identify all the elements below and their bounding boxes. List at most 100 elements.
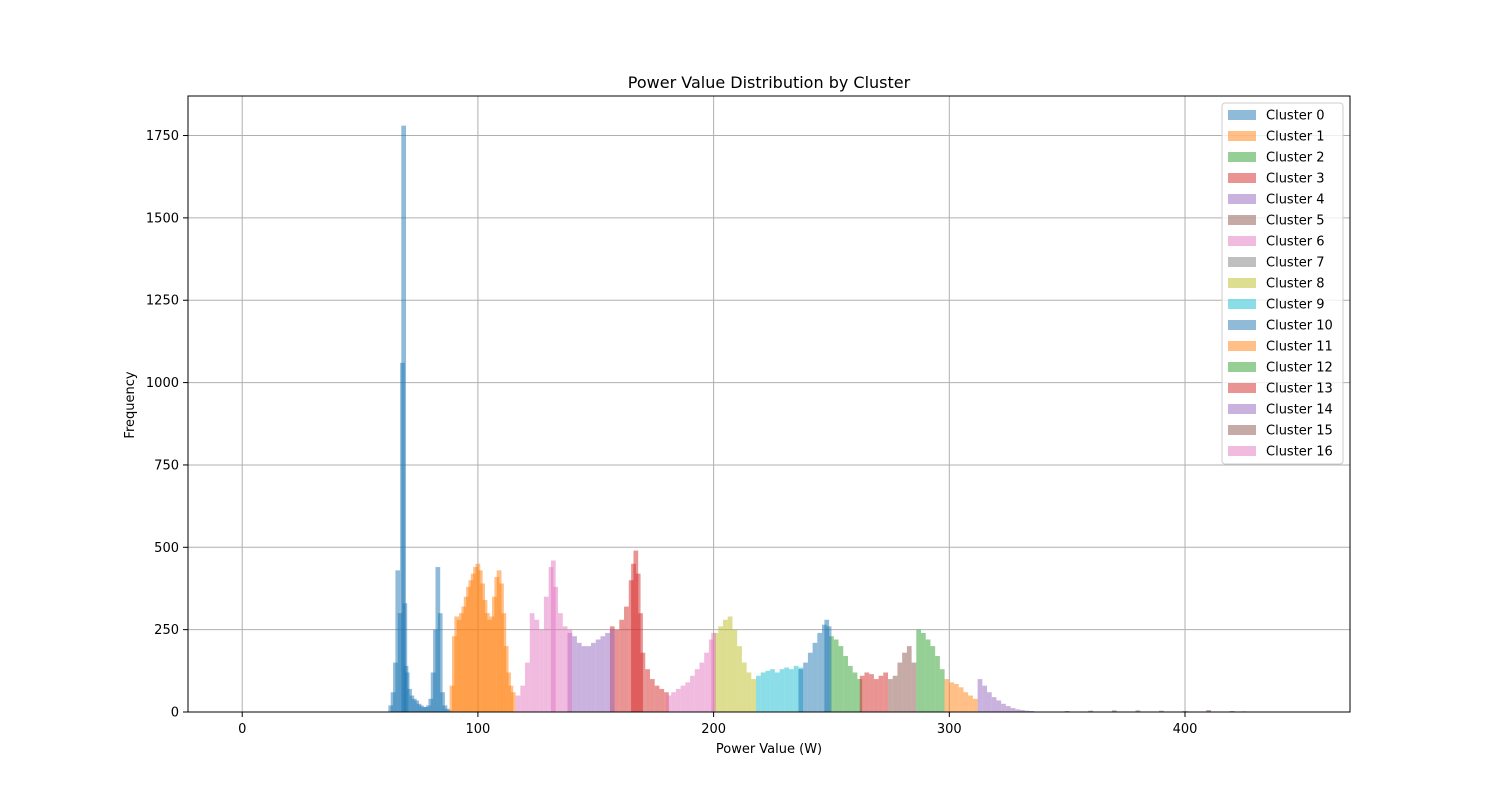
histogram-bar bbox=[789, 669, 794, 712]
y-tick-label: 1750 bbox=[146, 129, 179, 144]
histogram-bar bbox=[711, 632, 716, 712]
series-cluster-10 bbox=[798, 619, 832, 712]
legend-item: Cluster 3 bbox=[1228, 172, 1325, 187]
histogram-bar bbox=[624, 606, 629, 712]
histogram-bar bbox=[539, 629, 544, 712]
histogram-bar bbox=[586, 646, 592, 712]
histogram-bar bbox=[779, 669, 785, 712]
x-axis-ticks: 0 100 200 300 400 bbox=[238, 712, 1197, 737]
histogram-bar bbox=[925, 639, 931, 712]
legend: Cluster 0 Cluster 1 Cluster 2 Cluster 3 Clus… bbox=[1221, 102, 1344, 465]
series-cluster-5 bbox=[888, 646, 917, 712]
histogram-bar bbox=[774, 672, 780, 712]
legend-item: Cluster 12 bbox=[1228, 361, 1333, 376]
histogram-bar bbox=[852, 672, 858, 712]
legend-label: Cluster 6 bbox=[1266, 235, 1325, 250]
legend-label: Cluster 12 bbox=[1266, 361, 1333, 376]
histogram-bar bbox=[553, 586, 559, 712]
legend-label: Cluster 13 bbox=[1266, 382, 1333, 397]
histogram-bar bbox=[440, 692, 445, 712]
histogram-bar bbox=[534, 619, 540, 712]
histogram-bar bbox=[949, 682, 955, 712]
histogram-bar bbox=[444, 708, 450, 712]
histogram-bar bbox=[996, 700, 1002, 712]
histogram-bar bbox=[1111, 710, 1117, 712]
histogram-bar bbox=[916, 629, 922, 712]
legend-swatch bbox=[1228, 110, 1256, 120]
legend-item: Cluster 7 bbox=[1228, 256, 1325, 271]
histogram-bar bbox=[968, 695, 973, 712]
legend-swatch bbox=[1228, 320, 1256, 330]
histogram-bar bbox=[770, 669, 775, 712]
legend-swatch bbox=[1228, 236, 1256, 246]
histogram-bar bbox=[1135, 710, 1141, 712]
histogram-bar bbox=[888, 679, 893, 712]
x-tick-label: 300 bbox=[937, 722, 962, 737]
series-cluster-11 bbox=[944, 679, 978, 712]
histogram-bar bbox=[1159, 710, 1164, 712]
legend-label: Cluster 7 bbox=[1266, 256, 1325, 271]
histogram-bar bbox=[859, 675, 865, 712]
y-tick-label: 1500 bbox=[146, 211, 179, 226]
histogram-bar bbox=[869, 674, 874, 712]
histogram-bar bbox=[732, 629, 738, 712]
histogram-bar bbox=[576, 642, 582, 712]
histogram-bar bbox=[699, 662, 705, 712]
x-tick-label: 400 bbox=[1173, 722, 1198, 737]
histogram-bar bbox=[659, 688, 665, 712]
legend-swatch bbox=[1228, 299, 1256, 309]
histogram-bar bbox=[680, 685, 686, 712]
y-axis-ticks: 0 250 500 750 1000 1250 1500 1750 bbox=[146, 129, 188, 721]
histogram-bar bbox=[723, 619, 728, 712]
histogram-bar bbox=[746, 672, 752, 712]
histogram-bar bbox=[991, 697, 997, 712]
legend-label: Cluster 3 bbox=[1266, 172, 1325, 187]
histogram-bar bbox=[843, 656, 848, 712]
histogram-bar bbox=[1020, 710, 1025, 712]
y-tick-label: 1250 bbox=[146, 294, 179, 309]
chart-title: Power Value Distribution by Cluster bbox=[628, 73, 911, 92]
histogram-bar bbox=[751, 679, 757, 712]
histogram-bar bbox=[817, 632, 823, 712]
legend-item: Cluster 5 bbox=[1228, 214, 1325, 229]
legend-swatch bbox=[1228, 425, 1256, 435]
histogram-bar bbox=[619, 619, 625, 712]
y-tick-label: 250 bbox=[154, 623, 179, 638]
series-cluster-1 bbox=[449, 563, 516, 712]
histogram-bar bbox=[567, 629, 573, 712]
histogram-bar bbox=[864, 672, 870, 712]
histogram-bar bbox=[958, 687, 964, 712]
histogram-bar bbox=[765, 670, 771, 712]
histogram-bar bbox=[704, 652, 709, 712]
histogram-bar bbox=[690, 675, 695, 712]
legend-swatch bbox=[1228, 131, 1256, 141]
histogram-bar bbox=[572, 636, 577, 712]
series-cluster-16 bbox=[666, 632, 716, 712]
histogram-bar bbox=[591, 642, 596, 712]
histogram-bar bbox=[609, 629, 615, 712]
histogram-bar bbox=[873, 679, 879, 712]
histogram-bar bbox=[737, 646, 742, 712]
histogram-bar bbox=[499, 583, 504, 712]
grid-lines bbox=[188, 96, 1350, 713]
histogram-bar bbox=[638, 613, 643, 712]
legend-swatch bbox=[1228, 404, 1256, 414]
legend-swatch bbox=[1228, 194, 1256, 204]
histogram-bar bbox=[562, 626, 568, 712]
histogram-bar bbox=[741, 662, 747, 712]
histogram-bar bbox=[666, 695, 672, 712]
legend-label: Cluster 15 bbox=[1266, 424, 1333, 439]
x-tick-label: 100 bbox=[465, 722, 490, 737]
histogram-bar bbox=[883, 672, 889, 712]
histogram-bar bbox=[605, 632, 610, 712]
legend-item: Cluster 11 bbox=[1228, 340, 1333, 355]
histogram-bar bbox=[1005, 706, 1011, 712]
legend-swatch bbox=[1228, 152, 1256, 162]
histogram-bar bbox=[515, 695, 521, 712]
histogram-bar bbox=[525, 662, 530, 712]
y-tick-label: 500 bbox=[154, 541, 179, 556]
histogram-bar bbox=[640, 652, 646, 712]
legend-item: Cluster 4 bbox=[1228, 193, 1325, 208]
legend-swatch bbox=[1228, 383, 1256, 393]
